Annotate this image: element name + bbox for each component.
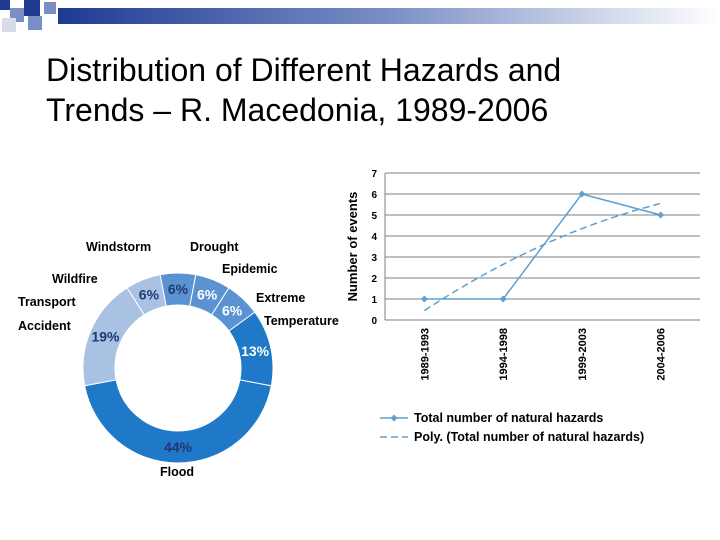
data-point <box>499 295 507 303</box>
x-tick-label: 2004-2006 <box>656 328 668 381</box>
donut-value-label-epidemic: 6% <box>222 302 243 318</box>
y-tick-label: 6 <box>371 190 377 201</box>
banner-decoration <box>0 0 720 32</box>
data-point <box>420 295 428 303</box>
donut-category-label-transport-accident: Transport <box>18 295 76 309</box>
line-chart: 0 1 2 3 4 5 6 7 Number of events 1989-1993 1994-19… <box>345 169 700 444</box>
banner-square <box>24 0 40 16</box>
banner-square <box>0 0 10 10</box>
donut-value-label-extreme-temperature: 13% <box>241 343 270 359</box>
banner-square <box>28 16 42 30</box>
donut-slice-flood <box>84 379 272 464</box>
series-line <box>424 193 661 300</box>
legend-label-trendline: Poly. (Total number of natural hazards) <box>414 430 644 444</box>
donut-value-label-drought: 6% <box>197 287 218 303</box>
donut-category-label-windstorm: Windstorm <box>86 240 151 254</box>
banner-square <box>44 2 56 14</box>
data-point <box>657 211 665 219</box>
donut-value-label-wildfire: 6% <box>139 287 160 303</box>
donut-slice-extreme-temperature <box>228 311 274 387</box>
page-title: Distribution of Different Hazards and Tr… <box>46 52 562 128</box>
data-point <box>578 190 586 198</box>
y-tick-label: 5 <box>371 211 377 222</box>
donut-category-label-extreme-temperature: Extreme <box>256 291 305 305</box>
banner-band <box>58 8 720 24</box>
donut-value-label-transport-accident: 19% <box>91 329 120 345</box>
y-axis-label: Number of events <box>345 192 360 302</box>
banner-square <box>2 18 16 32</box>
x-tick-label: 1999-2003 <box>577 328 589 381</box>
y-tick-label: 7 <box>371 169 377 180</box>
donut-category-label-transport-accident: Accident <box>18 319 72 333</box>
y-tick-label: 3 <box>371 253 377 264</box>
y-tick-label: 0 <box>371 316 377 327</box>
y-tick-label: 4 <box>371 232 377 243</box>
donut-value-label-flood: 44% <box>164 439 193 455</box>
donut-category-label-flood: Flood <box>160 465 194 479</box>
donut-category-label-extreme-temperature: Temperature <box>264 314 339 328</box>
x-tick-label: 1994-1998 <box>498 328 510 381</box>
donut-category-label-epidemic: Epidemic <box>222 262 278 276</box>
legend-marker <box>390 414 398 422</box>
x-tick-label: 1989-1993 <box>419 328 431 381</box>
trendline <box>423 202 661 312</box>
donut-value-label-windstorm: 6% <box>168 281 189 297</box>
donut-category-label-drought: Drought <box>190 240 239 254</box>
y-tick-label: 1 <box>371 295 377 306</box>
donut-chart: 44% Flood 19% Transport Accident 6% Wildfire 6%… <box>18 240 339 479</box>
legend-label-series: Total number of natural hazards <box>414 411 603 425</box>
y-tick-label: 2 <box>371 274 377 285</box>
donut-category-label-wildfire: Wildfire <box>52 272 98 286</box>
